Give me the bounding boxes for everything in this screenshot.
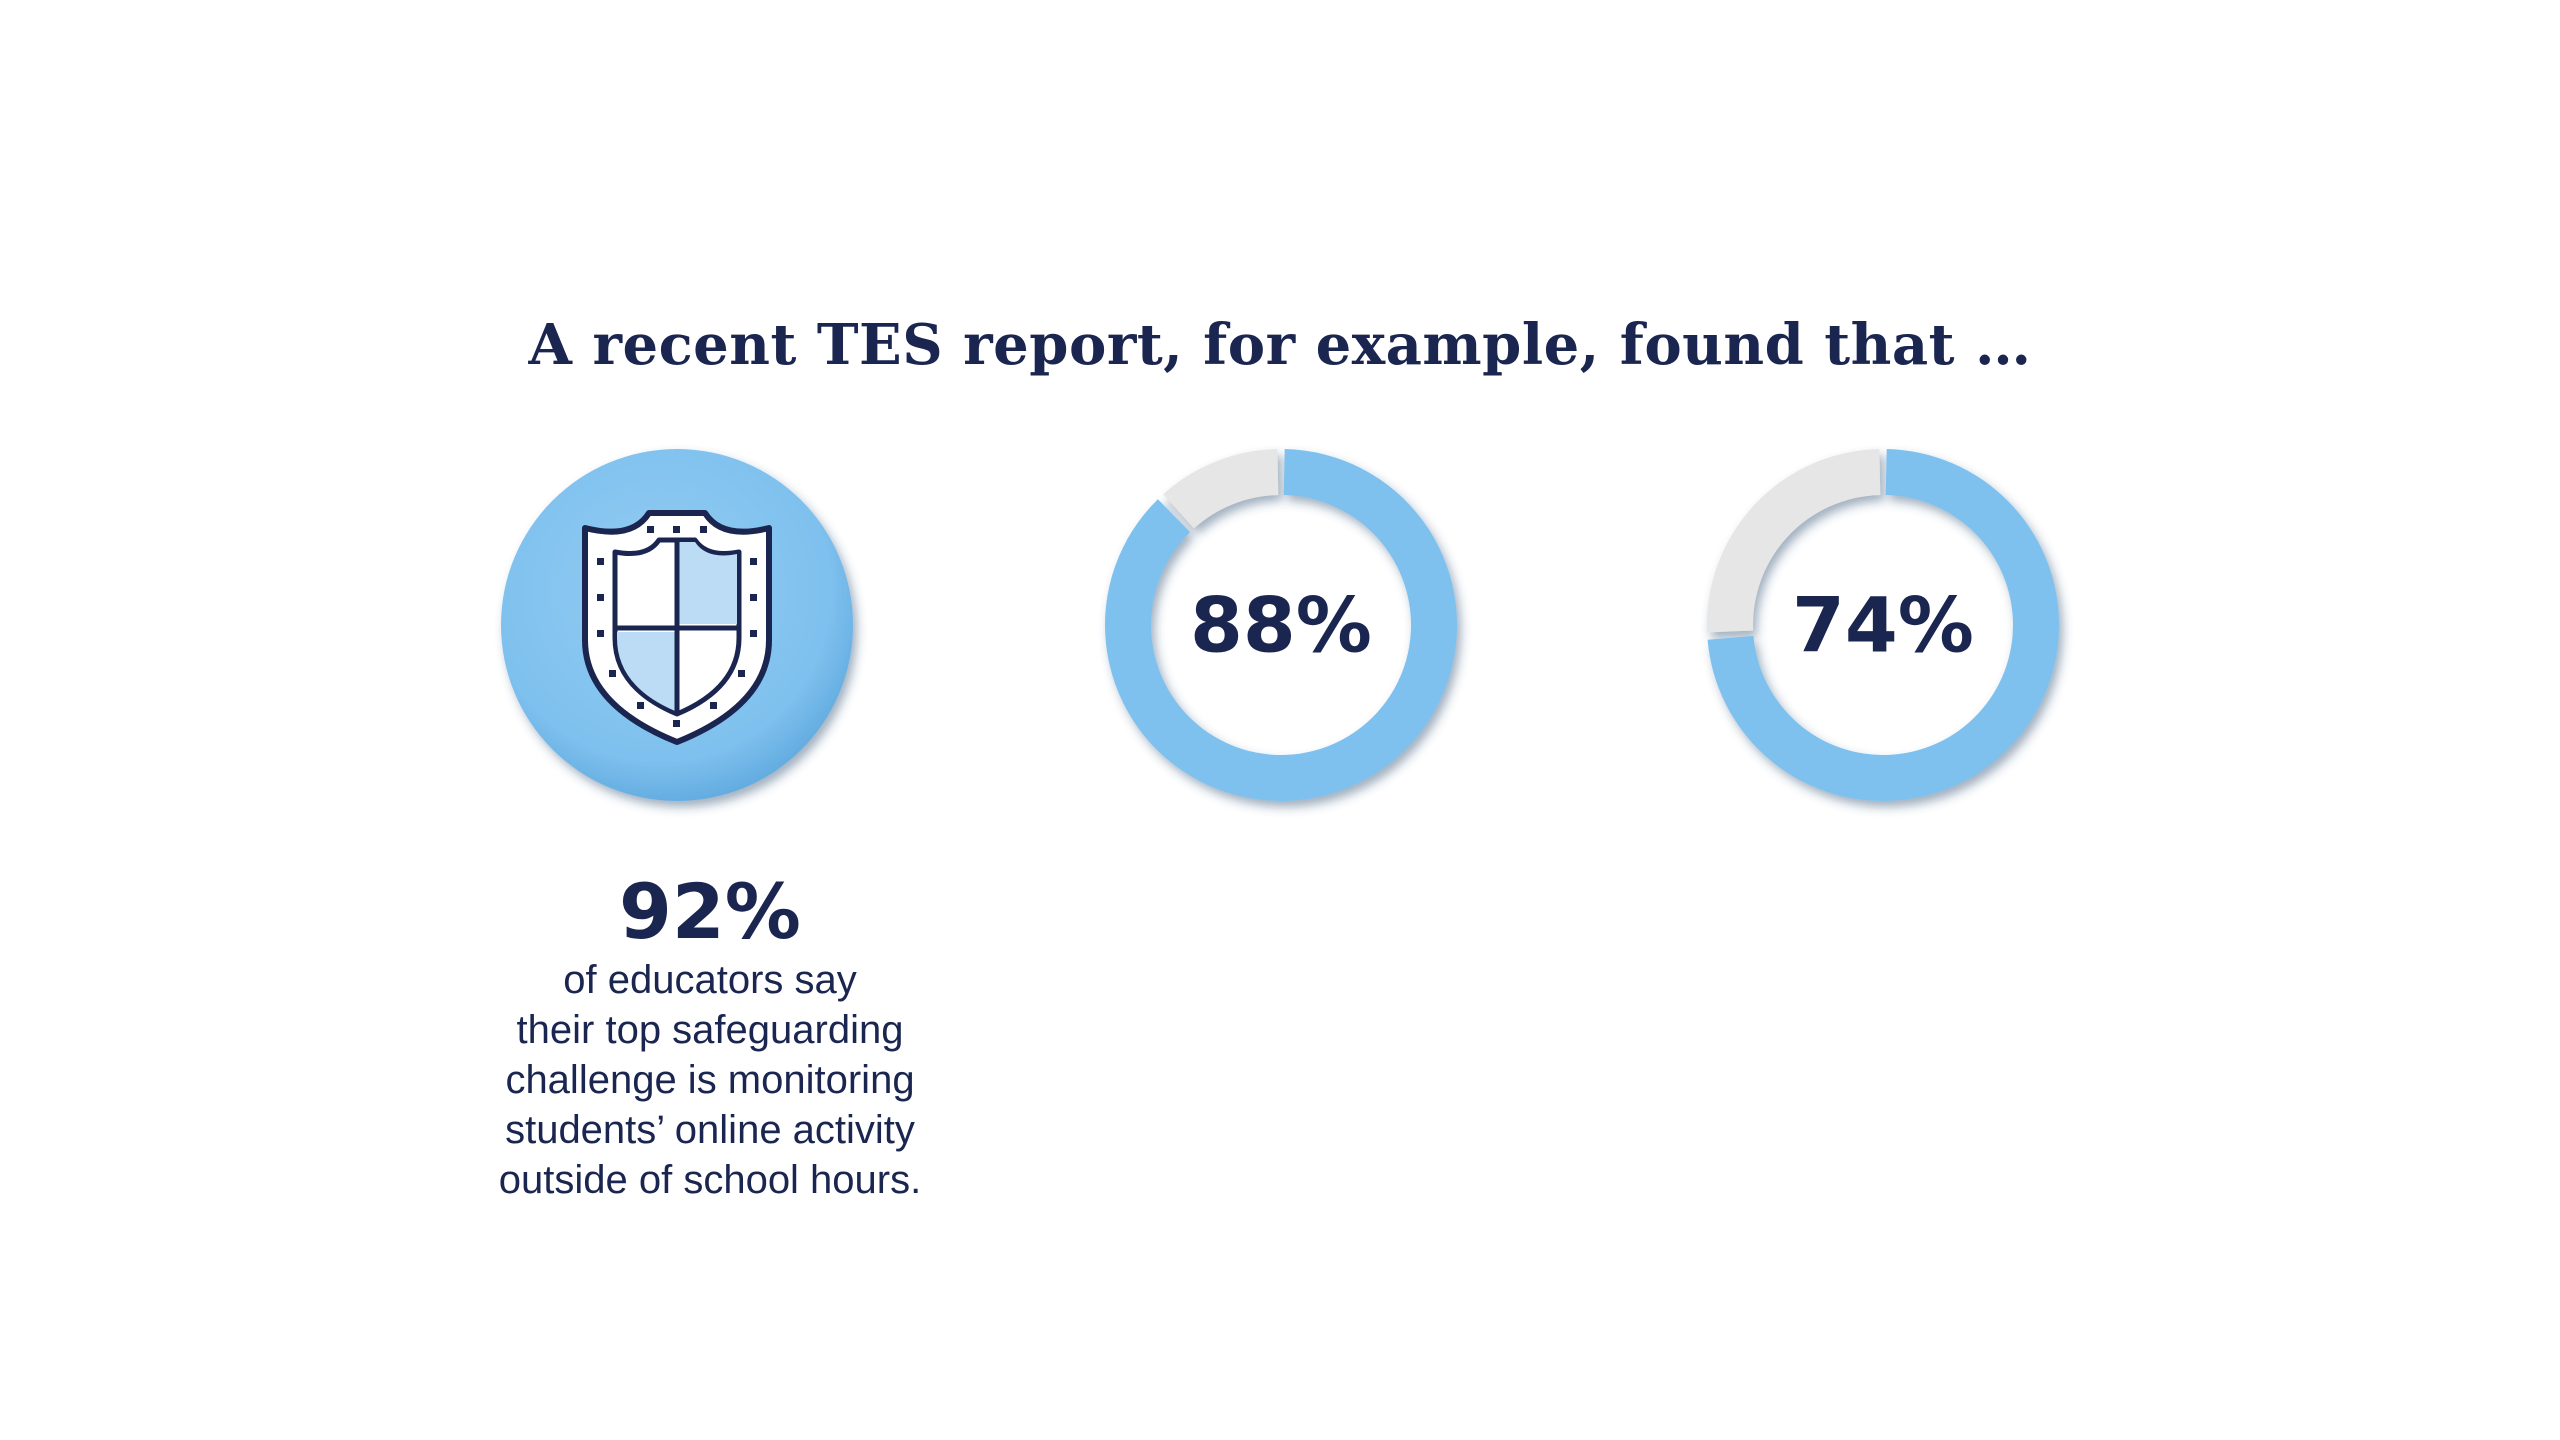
stat-1-caption: 92% of educators say their top safeguard… (430, 870, 990, 1204)
stat-donut-2: 88% (1096, 440, 1466, 810)
shield-badge (501, 449, 853, 801)
stat-badge-1 (492, 440, 862, 810)
donut-label-74: 74% (1792, 581, 1974, 670)
headline: A recent TES report, for example, found … (528, 312, 2032, 378)
donut-track-88 (1163, 449, 1279, 529)
caption-line-2: their top safeguarding (516, 1008, 904, 1052)
stat-1-value: 92% (619, 867, 801, 956)
donut-label-88: 88% (1190, 581, 1372, 670)
shield-icon (582, 510, 772, 745)
donut-chart-88: 88% (1105, 449, 1457, 801)
caption-line-3: challenge is monitoring (505, 1058, 915, 1102)
caption-line-4: students’ online activity (505, 1108, 915, 1152)
stat-donut-3: 74% (1698, 440, 2068, 810)
donut-track-74 (1707, 449, 1881, 633)
caption-line-1: of educators say (563, 958, 857, 1002)
donut-chart-74: 74% (1707, 449, 2059, 801)
caption-line-5: outside of school hours. (498, 1158, 922, 1202)
